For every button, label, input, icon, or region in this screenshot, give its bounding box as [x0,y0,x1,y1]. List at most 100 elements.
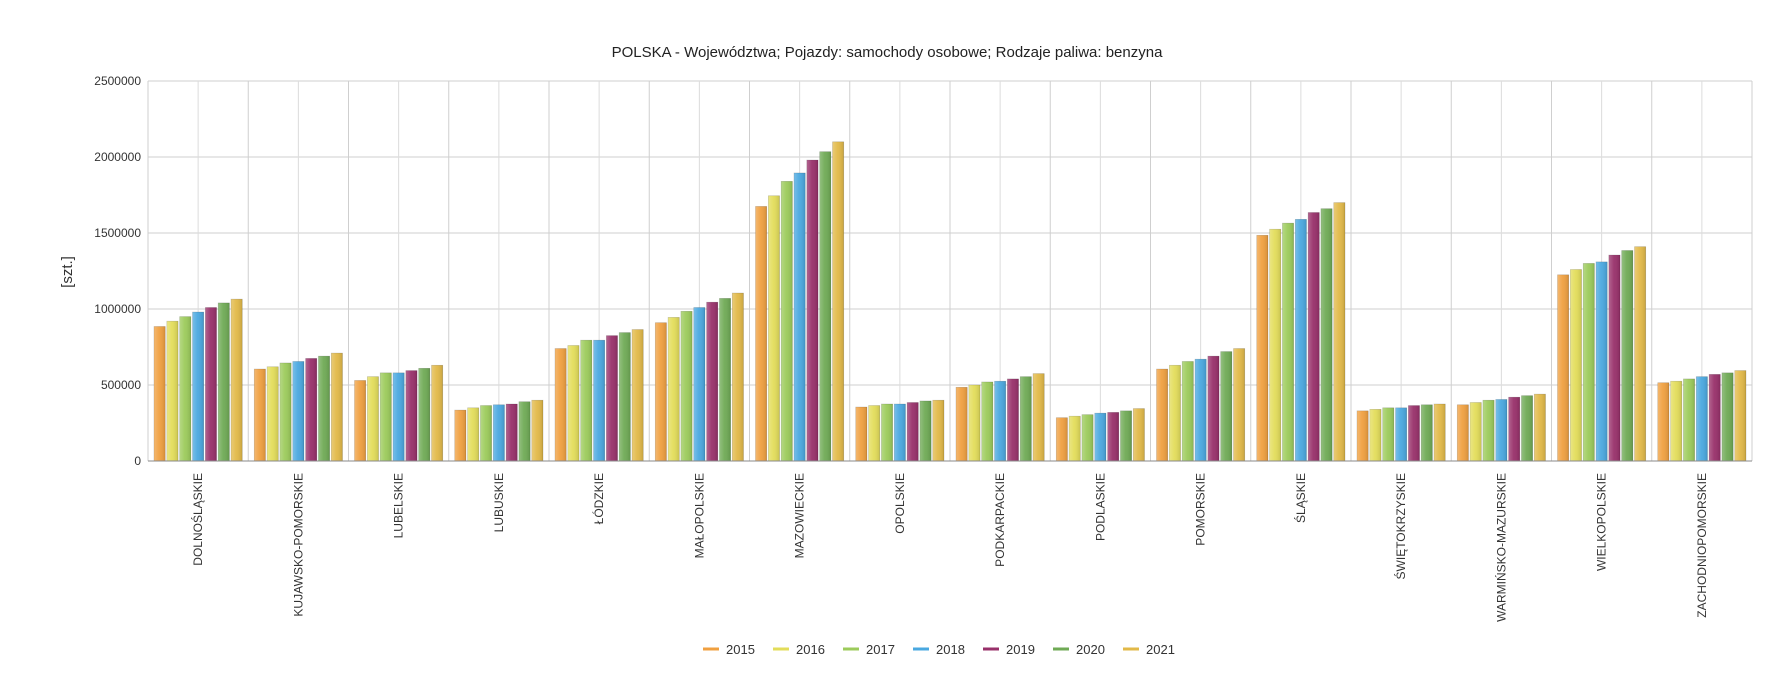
bar-shade [1207,356,1220,461]
bar-shade [907,402,919,461]
bar-shade [994,381,1006,461]
bar-shade [1007,378,1019,461]
bar-shade [393,372,405,461]
bar-shade [719,298,731,461]
bar-shade [267,366,279,461]
bar-shade [1570,269,1582,461]
bar-shade [1508,397,1520,461]
bar-shade [1683,378,1695,461]
x-tick-label: KUJAWSKO-POMORSKIE [291,473,305,617]
x-tick-label: ŚWIĘTOKRZYSKIE [1393,473,1408,579]
bar-shade [706,302,718,461]
legend-label: 2018 [936,642,965,657]
legend-label: 2016 [796,642,825,657]
bar-shade [1583,263,1595,461]
bar-shade [1195,359,1207,461]
bar-shade [1156,369,1168,461]
bar-shade [1634,246,1646,461]
bar-shade [1169,365,1181,461]
bar-shade [1557,274,1569,461]
bar-shade [1020,376,1032,461]
bar-shade [218,302,230,461]
legend-label: 2021 [1146,642,1175,657]
legend: 2015 2016 2017 2018 2019 2020 2021 [703,642,1175,657]
bar-shade [655,322,667,461]
bar-shade [919,400,932,461]
x-tick-label: ŁÓDZKIE [591,473,606,524]
bar-shade [606,335,618,461]
bar-shade [1521,395,1533,461]
x-axis-labels: DOLNOŚLĄSKIE KUJAWSKO-POMORSKIE LUBELSKIE L… [190,473,1709,622]
bar-shade [480,405,492,461]
bar-shade [467,407,479,461]
bar-shade [806,160,819,462]
bar-shade [1696,376,1708,461]
bar-shade [192,312,204,461]
bar-shade [932,400,944,461]
legend-label: 2015 [726,642,755,657]
bar-shade [1056,417,1068,461]
bar-shade [1069,416,1081,461]
bar-shade [1269,229,1281,461]
legend-label: 2019 [1006,642,1035,657]
bar-shade [567,345,580,461]
bar-shade [1308,212,1320,461]
bar-shade [166,321,179,461]
bar-shade [331,353,343,461]
x-tick-label: OPOLSKIE [893,473,907,534]
y-tick-label: 2500000 [94,74,141,88]
bar-shade [1721,372,1734,461]
bar-shade [1709,374,1721,461]
y-tick-label: 2000000 [94,150,141,164]
bar-shade [1670,381,1682,461]
axes: 0 500000 1000000 1500000 2000000 2500000 [94,74,1752,468]
x-tick-label: MAZOWIECKIE [793,473,807,558]
bar-shade [632,329,644,461]
bar-shade [668,317,680,461]
bar-shade [318,356,330,461]
bar-shade [354,380,366,461]
bar-shade [154,326,166,461]
bar-shade [1120,410,1132,461]
bar-shade [832,141,844,462]
y-tick-label: 0 [134,454,141,468]
bar-shade [518,401,531,461]
bar-shade [531,400,543,461]
y-tick-label: 1500000 [94,226,141,240]
bar-shade [367,376,379,461]
bar-shade [1457,404,1469,461]
bar-shade [868,405,880,461]
bar-shade [1534,394,1546,461]
x-tick-label: LUBELSKIE [392,473,406,538]
bar-shade [1421,404,1433,461]
y-tick-label: 1000000 [94,302,141,316]
bar-shade [781,181,793,461]
bar-shade [555,348,567,461]
bar-shade [619,332,631,461]
bar-shade [693,307,705,461]
bar-shade [454,410,466,461]
bar-shade [1657,382,1669,461]
bar-shade [493,404,505,461]
bar-shade [1357,410,1369,461]
bar-shade [179,316,191,461]
bar-shade [1470,402,1482,461]
x-tick-label: ŚLĄSKIE [1293,473,1308,523]
bar-shade [1495,399,1507,461]
bar-shade [506,404,518,461]
legend-label: 2020 [1076,642,1105,657]
bar-shade [1182,361,1194,461]
bar-shade [279,362,292,461]
bar-shade [1395,407,1407,461]
x-tick-label: WARMIŃSKO-MAZURSKIE [1493,473,1508,622]
bar-shade [1220,351,1232,461]
bar-shade [1369,409,1382,461]
bar-shade [680,311,693,461]
bar-shade [819,151,831,461]
bar-shade [1256,235,1268,461]
bar-shade [418,368,430,461]
bar-shade [1734,370,1746,461]
bar-shade [580,340,592,461]
bar-shade [292,361,304,461]
bar-shade [254,369,266,461]
